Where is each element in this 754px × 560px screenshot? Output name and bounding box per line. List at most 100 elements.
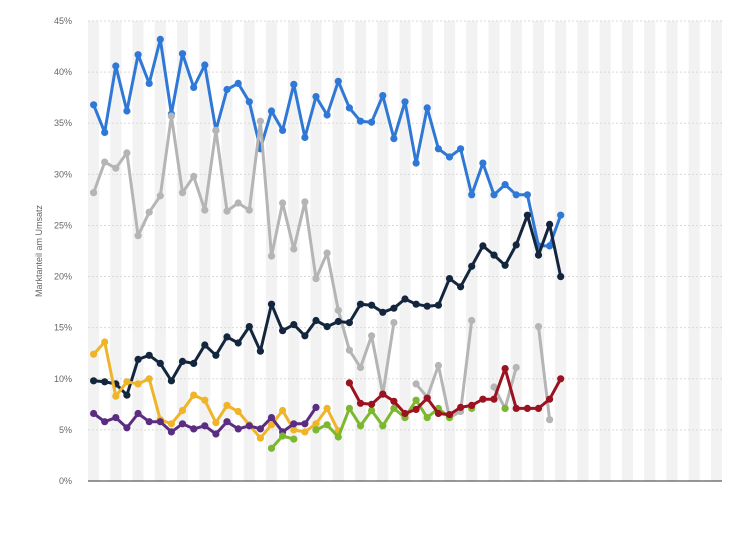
data-point[interactable] — [546, 220, 554, 228]
data-point[interactable] — [334, 77, 342, 85]
data-point[interactable] — [445, 411, 454, 419]
data-point[interactable] — [290, 80, 298, 88]
data-point[interactable] — [546, 416, 554, 424]
data-point[interactable] — [112, 392, 120, 400]
data-point[interactable] — [256, 347, 264, 355]
data-point[interactable] — [267, 107, 276, 115]
data-point[interactable] — [223, 85, 231, 94]
data-point[interactable] — [112, 414, 120, 422]
data-point[interactable] — [212, 430, 220, 438]
data-point[interactable] — [90, 101, 98, 109]
data-point[interactable] — [512, 404, 520, 412]
data-point[interactable] — [301, 133, 309, 142]
data-point[interactable] — [501, 404, 509, 412]
data-point[interactable] — [323, 249, 331, 257]
data-point[interactable] — [356, 399, 365, 407]
data-point[interactable] — [156, 359, 164, 367]
data-point[interactable] — [101, 378, 109, 386]
data-point[interactable] — [434, 145, 442, 153]
data-point[interactable] — [312, 420, 320, 428]
data-point[interactable] — [334, 433, 342, 441]
data-point[interactable] — [512, 363, 520, 372]
data-point[interactable] — [390, 304, 398, 312]
data-point[interactable] — [101, 418, 109, 426]
data-point[interactable] — [101, 338, 109, 346]
data-point[interactable] — [390, 397, 398, 405]
data-point[interactable] — [212, 419, 220, 427]
data-point[interactable] — [368, 332, 376, 340]
data-point[interactable] — [190, 425, 198, 433]
data-point[interactable] — [468, 316, 476, 325]
data-point[interactable] — [145, 208, 153, 216]
data-point[interactable] — [323, 111, 331, 119]
data-point[interactable] — [501, 261, 509, 269]
data-point[interactable] — [190, 83, 198, 91]
data-point[interactable] — [101, 128, 109, 136]
data-point[interactable] — [523, 191, 532, 199]
data-point[interactable] — [345, 404, 353, 412]
data-point[interactable] — [190, 359, 198, 367]
data-point[interactable] — [379, 92, 387, 100]
data-point[interactable] — [457, 145, 465, 153]
data-point[interactable] — [557, 375, 565, 383]
data-point[interactable] — [167, 428, 175, 436]
data-point[interactable] — [234, 425, 242, 433]
data-point[interactable] — [134, 380, 142, 388]
data-point[interactable] — [468, 401, 476, 409]
data-point[interactable] — [134, 355, 142, 363]
data-point[interactable] — [201, 396, 209, 404]
data-point[interactable] — [423, 104, 431, 112]
data-point[interactable] — [356, 117, 365, 125]
data-point[interactable] — [290, 420, 298, 428]
data-point[interactable] — [178, 420, 187, 428]
data-point[interactable] — [401, 409, 409, 418]
data-point[interactable] — [412, 396, 420, 404]
data-point[interactable] — [323, 421, 331, 429]
data-point[interactable] — [401, 295, 409, 303]
data-point[interactable] — [134, 51, 142, 59]
data-point[interactable] — [423, 414, 431, 422]
data-point[interactable] — [301, 420, 309, 428]
data-point[interactable] — [256, 425, 264, 433]
data-point[interactable] — [546, 242, 554, 250]
data-point[interactable] — [267, 252, 276, 260]
data-point[interactable] — [412, 300, 420, 308]
data-point[interactable] — [423, 394, 431, 402]
data-point[interactable] — [345, 104, 353, 112]
data-point[interactable] — [123, 149, 131, 157]
data-point[interactable] — [312, 316, 320, 325]
data-point[interactable] — [323, 323, 331, 331]
data-point[interactable] — [390, 319, 398, 327]
data-point[interactable] — [223, 401, 231, 409]
data-point[interactable] — [490, 191, 498, 199]
data-point[interactable] — [178, 357, 187, 365]
data-point[interactable] — [379, 422, 387, 430]
data-point[interactable] — [523, 211, 532, 219]
data-point[interactable] — [557, 211, 565, 219]
data-point[interactable] — [312, 426, 320, 434]
data-point[interactable] — [201, 341, 209, 349]
data-point[interactable] — [279, 327, 287, 335]
data-point[interactable] — [234, 339, 242, 347]
data-point[interactable] — [90, 350, 98, 358]
data-point[interactable] — [345, 379, 353, 387]
data-point[interactable] — [245, 422, 253, 430]
data-point[interactable] — [534, 251, 543, 259]
data-point[interactable] — [445, 153, 454, 161]
data-point[interactable] — [479, 242, 487, 250]
data-point[interactable] — [145, 79, 153, 87]
data-point[interactable] — [523, 404, 532, 412]
data-point[interactable] — [390, 135, 398, 143]
data-point[interactable] — [290, 321, 298, 329]
data-point[interactable] — [546, 395, 554, 403]
data-point[interactable] — [368, 406, 376, 415]
data-point[interactable] — [245, 98, 253, 106]
data-point[interactable] — [90, 409, 98, 418]
data-point[interactable] — [223, 207, 231, 215]
data-point[interactable] — [134, 409, 142, 418]
data-point[interactable] — [178, 50, 187, 58]
data-point[interactable] — [223, 333, 231, 341]
data-point[interactable] — [279, 432, 287, 440]
data-point[interactable] — [501, 365, 509, 373]
data-point[interactable] — [223, 418, 231, 426]
